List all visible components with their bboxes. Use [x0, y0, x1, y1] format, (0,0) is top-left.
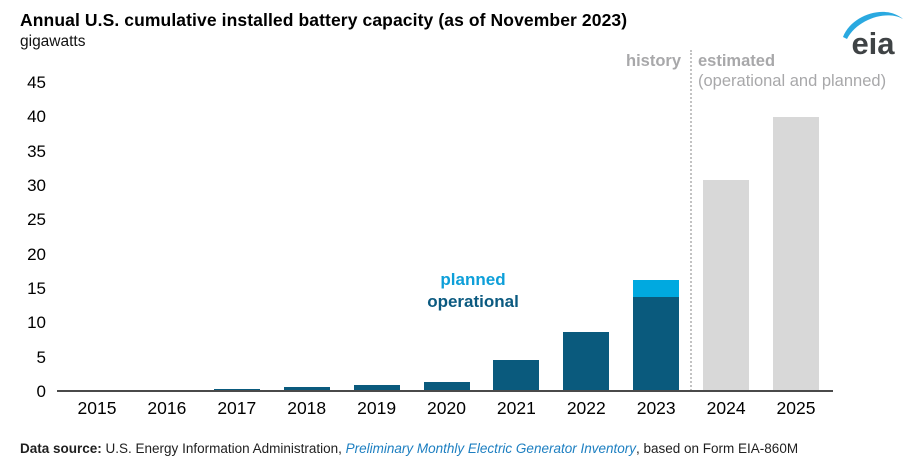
bar-2020-operational	[423, 382, 470, 392]
bar-2022-operational	[563, 331, 610, 392]
data-source-text: U.S. Energy Information Administration,	[101, 441, 346, 456]
bar-2023-planned	[633, 280, 680, 297]
bar-2024-estimated	[703, 179, 750, 392]
y-axis-tick-label: 30	[27, 175, 46, 195]
data-source-link[interactable]: Preliminary Monthly Electric Generator I…	[345, 441, 636, 456]
history-estimated-divider	[690, 50, 692, 391]
bar-2023-operational	[633, 296, 680, 392]
x-axis-tick-label: 2015	[77, 398, 117, 418]
bar-2019-operational	[353, 385, 400, 392]
estimated-sublabel: (operational and planned)	[698, 72, 887, 90]
operational-series-label: operational	[427, 292, 519, 311]
x-axis-tick-label: 2025	[776, 398, 816, 418]
planned-series-label: planned	[440, 270, 506, 289]
y-axis-tick-label: 10	[27, 313, 46, 333]
y-axis-tick-label: 5	[36, 347, 46, 367]
bar-2021-operational	[493, 360, 540, 392]
y-axis-tick-label: 25	[27, 210, 46, 230]
data-source-prefix: Data source:	[20, 441, 102, 456]
x-axis-tick-label: 2022	[566, 398, 606, 418]
data-source-line: Data source: U.S. Energy Information Adm…	[20, 441, 798, 456]
y-axis-tick-label: 35	[27, 141, 46, 161]
y-axis-tick-label: 15	[27, 278, 46, 298]
y-axis-tick-label: 0	[36, 382, 46, 401]
y-axis-tick-label: 40	[27, 107, 46, 127]
estimated-label: estimated	[698, 52, 776, 70]
y-axis-unit-label: gigawatts	[20, 33, 86, 50]
y-axis-tick-label: 45	[27, 72, 46, 92]
x-axis-tick-label: 2017	[217, 398, 257, 418]
eia-logo-text: eia	[851, 26, 895, 60]
x-axis-tick-label: 2019	[357, 398, 397, 418]
x-axis-tick-label: 2018	[287, 398, 327, 418]
x-axis-tick-label: 2024	[706, 398, 746, 418]
eia-swoosh-icon	[843, 11, 903, 39]
data-source-suffix: , based on Form EIA-860M	[636, 441, 799, 456]
bar-2018-operational	[283, 387, 330, 392]
history-label: history	[625, 52, 681, 70]
x-axis-tick-label: 2023	[636, 398, 676, 418]
x-axis-tick-label: 2020	[427, 398, 466, 418]
bar-2025-estimated	[773, 116, 819, 392]
x-axis-tick-label: 2021	[496, 398, 536, 418]
eia-logo: eia	[843, 11, 903, 60]
x-axis-tick-label: 2016	[147, 398, 187, 418]
x-axis-line	[57, 390, 833, 392]
chart-title: Annual U.S. cumulative installed battery…	[20, 10, 628, 30]
y-axis-tick-label: 20	[27, 244, 46, 264]
